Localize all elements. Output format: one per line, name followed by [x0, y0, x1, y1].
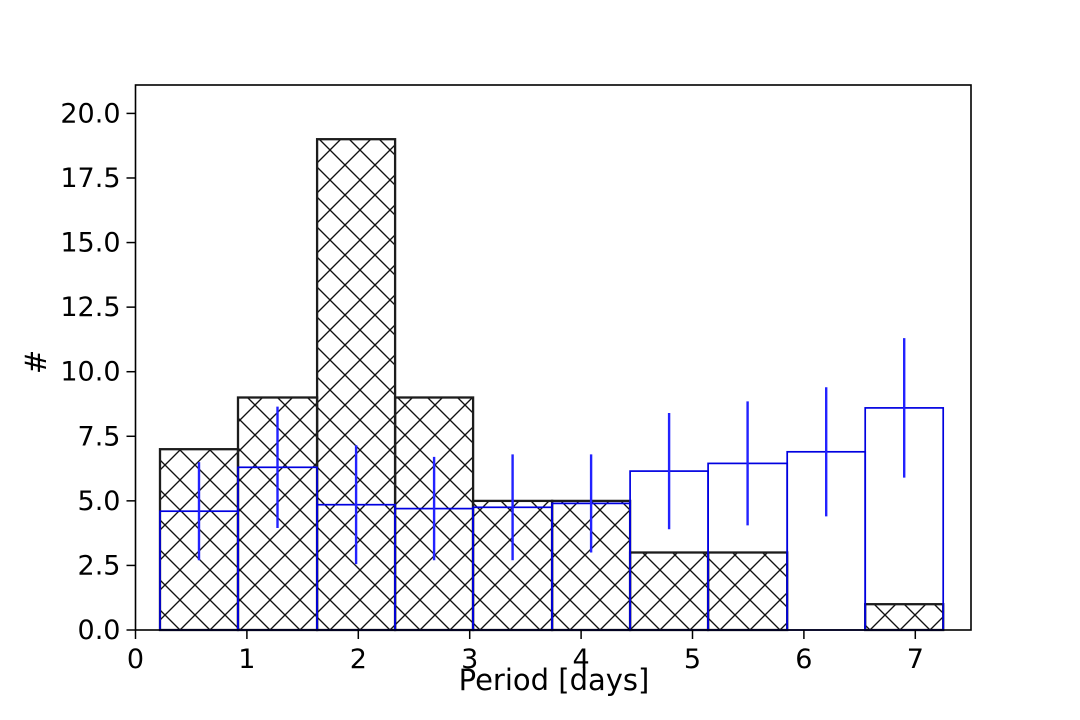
y-tick-label: 12.5: [60, 292, 120, 323]
y-axis-label: #: [19, 349, 53, 375]
hatched-bar-bin-7: [706, 551, 789, 632]
hatched-bar-bin-2: [315, 138, 397, 632]
y-tick-label: 17.5: [60, 163, 120, 194]
x-tick-label: 6: [795, 644, 812, 675]
hatched-bar-bin-9: [864, 603, 945, 632]
y-tick-label: 0.0: [78, 615, 121, 646]
x-tick-label: 0: [127, 644, 144, 675]
y-tick-label: 2.5: [78, 550, 121, 581]
x-tick-label: 4: [573, 644, 590, 675]
x-tick-label: 1: [238, 644, 255, 675]
y-tick-label: 10.0: [60, 357, 120, 388]
y-tick-label: 20.0: [60, 98, 120, 129]
x-axis-label: Period [days]: [458, 663, 650, 697]
y-tick-label: 7.5: [78, 421, 121, 452]
y-tick-label: 5.0: [78, 486, 121, 517]
y-tick-label: 15.0: [60, 228, 120, 259]
x-tick-label: 2: [350, 644, 367, 675]
axes-box: [134, 84, 972, 631]
hatched-bar-bin-6: [628, 551, 710, 632]
x-tick-label: 7: [907, 644, 924, 675]
x-tick-label: 5: [684, 644, 701, 675]
x-tick-label: 3: [461, 644, 478, 675]
